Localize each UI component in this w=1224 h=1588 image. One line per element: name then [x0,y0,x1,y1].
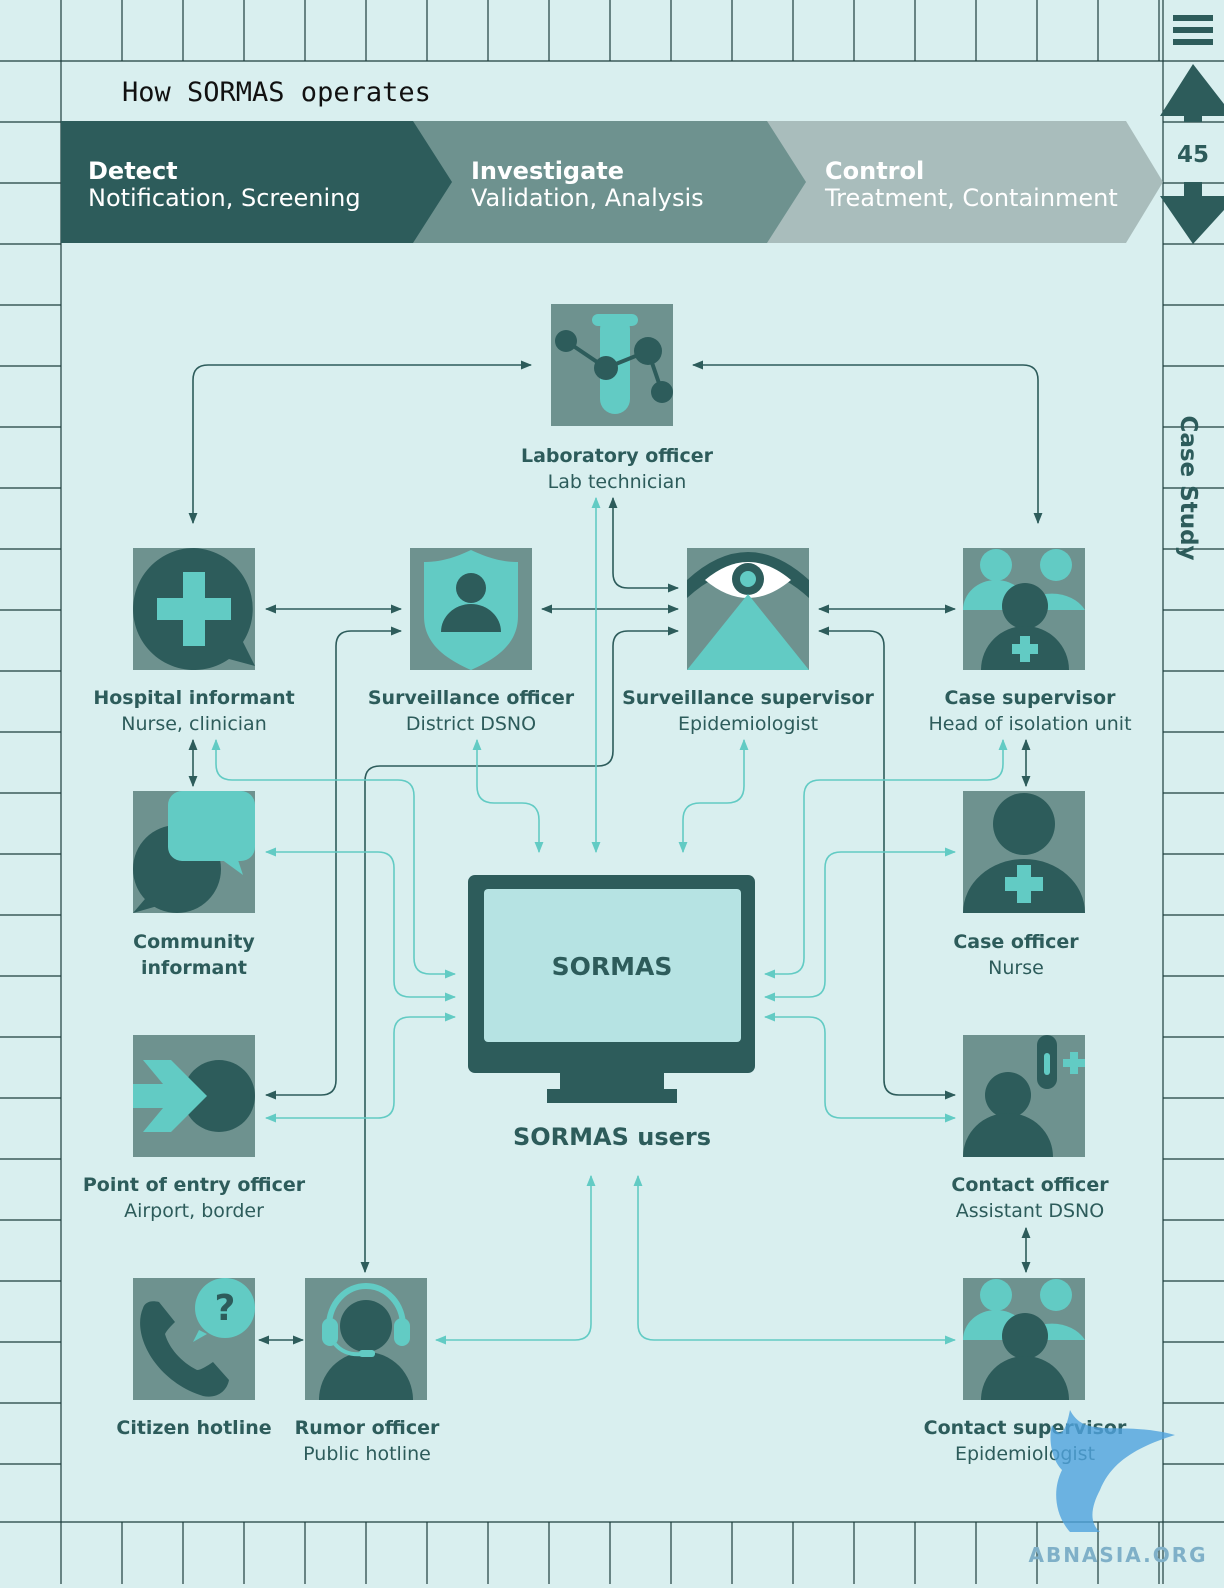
contact-officer-name: Contact officer [951,1174,1109,1196]
node-surveillance-officer [410,548,532,670]
phase-control-subtitle: Treatment, Containment [824,184,1118,212]
laboratory-officer-name: Laboratory officer [521,445,714,467]
surveillance-supervisor-name: Surveillance supervisor [622,687,874,709]
hospital-informant-name: Hospital informant [93,687,294,709]
citizen-hotline-name: Citizen hotline [116,1417,271,1439]
side-navigation: 45 Case Study [1160,15,1224,561]
node-community-informant [133,791,255,913]
shield-person-icon [424,550,518,670]
phase-investigate-subtitle: Validation, Analysis [471,184,704,212]
connectors [188,360,1043,1345]
rumor-officer-role: Public hotline [303,1443,431,1465]
case-supervisor-name: Case supervisor [945,687,1117,709]
menu-icon[interactable] [1173,15,1213,45]
node-case-supervisor [963,548,1085,670]
person-thermometer-icon [963,1035,1085,1157]
test-tube-molecule-icon [555,314,673,414]
page-title: How SORMAS operates [122,77,431,108]
watermark-text: ABNASIA.ORG [1028,1543,1207,1567]
node-laboratory-officer [551,304,673,426]
point-of-entry-officer-name: Point of entry officer [83,1174,306,1196]
node-surveillance-supervisor [687,548,809,670]
case-supervisor-role: Head of isolation unit [928,713,1131,735]
monitor-screen [484,889,741,1042]
arrow-entry-icon [133,1060,255,1132]
node-contact-officer [963,1035,1085,1157]
headset-icon [319,1283,413,1400]
page-number: 45 [1177,142,1209,168]
nurse-icon [963,793,1085,913]
svg-text:?: ? [215,1288,236,1329]
phase-control-title: Control [825,157,924,185]
community-informant-name-line2: informant [141,957,247,979]
node-rumor-officer [305,1278,427,1400]
rumor-officer-name: Rumor officer [295,1417,440,1439]
node-case-officer [963,791,1085,913]
team-medic-icon [963,549,1085,670]
laboratory-officer-role: Lab technician [548,471,687,493]
center-caption: SORMAS users [513,1123,711,1151]
page-up-arrow-icon[interactable] [1160,64,1224,122]
phone-question-icon: ? [140,1278,255,1397]
phase-band-detect-bg [61,121,452,243]
watermark: ABNASIA.ORG [1028,1410,1207,1567]
community-informant-name-line1: Community [133,931,255,953]
dragon-logo-icon [1050,1410,1175,1532]
section-label: Case Study [1175,415,1201,560]
contact-officer-role: Assistant DSNO [956,1200,1104,1222]
phase-detect-subtitle: Notification, Screening [88,184,361,212]
node-point-of-entry-officer [133,1035,255,1157]
hospital-informant-role: Nurse, clinician [121,713,266,735]
phase-investigate-title: Investigate [471,157,624,185]
point-of-entry-officer-role: Airport, border [124,1200,264,1222]
monitor-base [547,1089,677,1103]
node-hospital-informant [133,548,255,670]
phase-band: Detect Notification, Screening Investiga… [61,121,1163,243]
team-person-icon [963,1279,1085,1400]
case-officer-role: Nurse [988,957,1044,979]
speech-bubbles-icon [133,791,255,913]
surveillance-supervisor-role: Epidemiologist [678,713,818,735]
eye-icon [687,552,809,670]
surveillance-officer-role: District DSNO [406,713,536,735]
page-down-arrow-icon[interactable] [1160,182,1224,244]
sormas-monitor: SORMAS SORMAS users [468,875,755,1151]
case-officer-name: Case officer [953,931,1079,953]
medical-cross-bubble-icon [133,548,255,670]
monitor-neck [560,1073,664,1089]
node-citizen-hotline: ? [133,1278,255,1400]
phase-detect-title: Detect [88,157,178,185]
screen-label: SORMAS [552,952,673,981]
surveillance-officer-name: Surveillance officer [368,687,575,709]
node-contact-supervisor [963,1278,1085,1400]
